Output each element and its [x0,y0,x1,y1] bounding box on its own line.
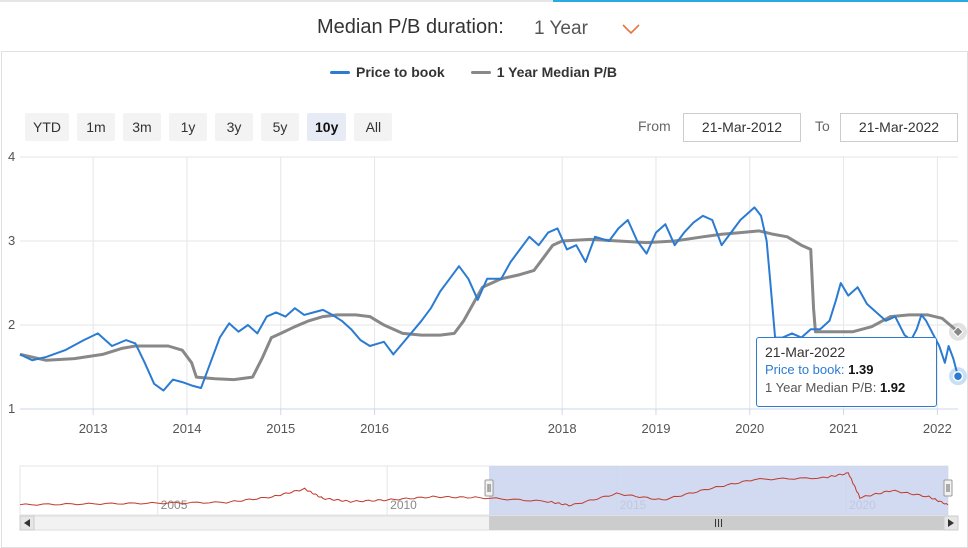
duration-label: Median P/B duration: [317,16,504,38]
range-button-1y[interactable]: 1y [169,113,207,141]
range-button-all[interactable]: All [354,113,393,141]
range-selector: YTD 1m 3m 1y 3y 5y 10y All [25,113,393,141]
x-tick-label: 2021 [829,421,858,436]
x-tick-label: 2014 [173,421,202,436]
tooltip-median-value: 1.92 [879,380,906,395]
range-button-3y[interactable]: 3y [215,113,253,141]
duration-dropdown-value[interactable]: 1 Year [534,18,588,39]
legend-label-price-to-book: Price to book [356,64,445,80]
chart-panel [1,51,968,548]
x-tick-label: 2022 [923,421,952,436]
tooltip-date: 21-Mar-2022 [765,344,846,360]
navigator-selected-range [489,466,948,515]
y-tick-label: 4 [8,149,15,164]
range-button-3m[interactable]: 3m [123,113,161,141]
range-button-10y[interactable]: 10y [307,113,347,141]
tooltip-pb-value: 1.39 [848,362,874,377]
chart-tooltip: 21-Mar-2022 Price to book: 1.39 1 Year M… [756,337,937,407]
navigator-handle-right[interactable] [943,479,953,497]
range-button-1m[interactable]: 1m [77,113,115,141]
navigator-tick-label: 2005 [161,498,188,512]
top-accent-line [553,0,968,2]
to-date-input[interactable]: 21-Mar-2022 [840,113,958,142]
hover-marker-median [952,326,964,338]
tooltip-median: 1 Year Median P/B: 1.92 [765,379,928,397]
x-tick-label: 2018 [548,421,577,436]
legend-swatch-median [470,70,491,74]
tooltip-median-label: 1 Year Median P/B: [765,380,877,395]
series-line-median [19,229,959,382]
y-tick-label: 3 [8,233,15,248]
from-date-input[interactable]: 21-Mar-2012 [683,113,801,142]
scroll-right-arrow-icon [948,519,954,527]
legend-swatch-price-to-book [330,70,350,74]
chevron-down-icon[interactable] [620,21,642,37]
x-tick-label: 2020 [735,421,764,436]
legend-item-price-to-book[interactable]: Price to book [330,64,445,80]
from-label: From [638,118,671,134]
navigator-handle-left[interactable] [484,479,494,497]
range-button-5y[interactable]: 5y [261,113,299,141]
x-tick-label: 2019 [642,421,671,436]
scroll-left-arrow-icon [24,519,30,527]
x-tick-label: 2013 [79,421,108,436]
to-label: To [815,118,830,134]
chart-legend: Price to book 1 Year Median P/B [330,64,617,80]
series-line-price-to-book [19,206,959,392]
navigator-series-line [19,472,949,507]
hover-marker-price-to-book [952,370,964,382]
y-tick-label: 2 [8,317,15,332]
legend-item-median[interactable]: 1 Year Median P/B [470,64,618,80]
range-button-ytd[interactable]: YTD [25,113,69,141]
y-tick-label: 1 [8,401,15,416]
x-tick-label: 2016 [360,421,389,436]
duration-selector: Median P/B duration: 1 Year [0,2,968,50]
x-tick-label: 2015 [266,421,295,436]
tooltip-price-to-book: Price to book: 1.39 [765,361,928,379]
legend-label-median: 1 Year Median P/B [496,64,618,80]
tooltip-pb-label: Price to book: [765,362,845,377]
top-divider [0,0,968,2]
navigator-tick-label: 2010 [390,498,417,512]
